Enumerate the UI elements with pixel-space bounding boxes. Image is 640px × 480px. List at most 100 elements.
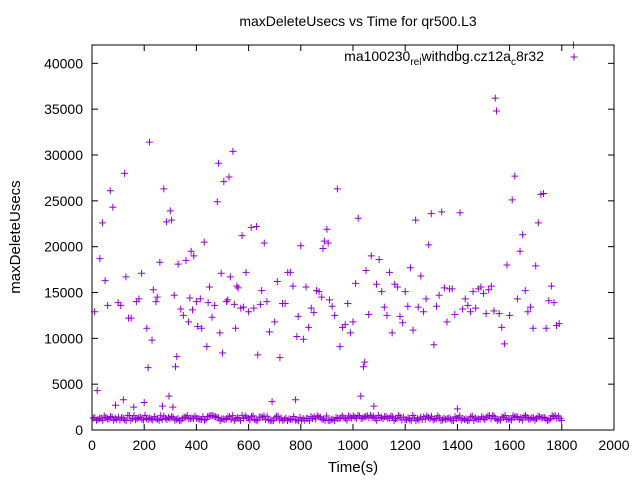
- data-point: [254, 351, 262, 359]
- baseline-point: [335, 415, 343, 423]
- data-point: [152, 298, 160, 306]
- data-point: [508, 196, 516, 204]
- data-point: [119, 396, 127, 404]
- data-point: [292, 396, 300, 404]
- baseline-point: [359, 414, 367, 422]
- baseline-point: [515, 415, 523, 423]
- data-point: [396, 312, 404, 320]
- data-point: [130, 403, 138, 411]
- data-point: [165, 392, 173, 400]
- baseline-point: [489, 412, 497, 420]
- legend-subscript: c: [511, 57, 516, 68]
- baseline-point: [464, 417, 472, 425]
- data-point: [305, 323, 313, 331]
- data-point: [245, 308, 253, 316]
- data-point: [185, 318, 193, 326]
- data-point: [173, 353, 181, 361]
- data-point: [427, 210, 435, 218]
- data-point: [438, 208, 446, 216]
- data-point: [493, 107, 501, 115]
- data-point: [547, 282, 555, 290]
- data-point: [495, 310, 503, 318]
- data-point: [98, 219, 106, 227]
- baseline-point: [194, 414, 202, 422]
- data-point: [406, 264, 414, 272]
- data-point: [225, 173, 233, 181]
- data-point: [383, 311, 391, 319]
- data-point: [425, 241, 433, 249]
- data-point: [362, 267, 370, 274]
- baseline-point: [247, 412, 255, 420]
- data-point: [430, 341, 438, 349]
- baseline-point: [403, 416, 411, 424]
- data-point: [485, 286, 493, 294]
- data-point: [101, 277, 109, 285]
- data-point: [256, 300, 264, 308]
- data-point: [401, 288, 409, 296]
- baseline-point: [269, 417, 277, 425]
- data-point: [393, 283, 401, 291]
- data-point: [229, 147, 237, 155]
- baseline-point: [246, 416, 254, 424]
- data-point: [550, 299, 558, 307]
- data-point: [519, 231, 527, 239]
- baseline-point: [254, 416, 262, 424]
- baseline-point: [135, 414, 143, 422]
- data-point: [234, 284, 242, 292]
- data-point: [491, 94, 499, 102]
- data-point: [464, 301, 472, 309]
- baseline-point: [290, 412, 298, 420]
- baseline-point: [351, 413, 359, 421]
- data-point: [310, 309, 318, 317]
- baseline-point: [238, 411, 246, 419]
- data-point: [349, 318, 357, 326]
- baseline-point: [492, 415, 500, 423]
- data-point: [399, 319, 407, 327]
- data-point: [412, 216, 420, 224]
- data-point: [117, 301, 125, 309]
- data-point: [524, 308, 532, 316]
- data-point: [328, 302, 336, 310]
- data-point: [344, 300, 352, 307]
- data-point: [448, 285, 456, 293]
- data-point: [419, 308, 427, 316]
- data-point: [260, 239, 268, 247]
- data-point: [271, 318, 279, 326]
- data-point: [198, 324, 206, 332]
- baseline-point: [229, 412, 237, 420]
- data-point: [326, 296, 334, 304]
- data-point: [109, 203, 117, 211]
- data-point: [182, 256, 190, 264]
- data-point: [286, 268, 294, 276]
- y-tick-label: 0: [75, 422, 83, 438]
- data-point: [242, 268, 250, 276]
- data-point: [190, 252, 198, 260]
- legend-part: ma100230: [344, 48, 410, 64]
- baseline-point: [102, 414, 110, 422]
- baseline-point: [252, 417, 260, 425]
- x-tick-label: 400: [185, 437, 209, 453]
- data-point: [545, 297, 553, 305]
- data-point: [289, 282, 297, 290]
- data-point: [440, 284, 448, 292]
- x-axis-label: Time(s): [328, 459, 378, 476]
- baseline-point: [107, 413, 115, 421]
- data-point: [135, 295, 143, 303]
- y-tick-label: 40000: [44, 55, 83, 71]
- baseline-point: [141, 411, 149, 419]
- baseline-point: [395, 411, 403, 419]
- chart-title: maxDeleteUsecs vs Time for qr500.L3: [239, 13, 477, 29]
- baseline-point: [138, 415, 146, 423]
- baseline-point: [392, 415, 400, 423]
- data-point: [324, 239, 332, 247]
- baseline-point: [327, 416, 335, 424]
- y-tick-label: 20000: [44, 239, 83, 255]
- data-point: [153, 293, 161, 301]
- data-point: [534, 219, 542, 227]
- data-point: [211, 301, 219, 309]
- y-axis-label: maxDeleteUsecs: [7, 180, 24, 293]
- baseline-point: [155, 416, 163, 424]
- data-point: [144, 364, 152, 372]
